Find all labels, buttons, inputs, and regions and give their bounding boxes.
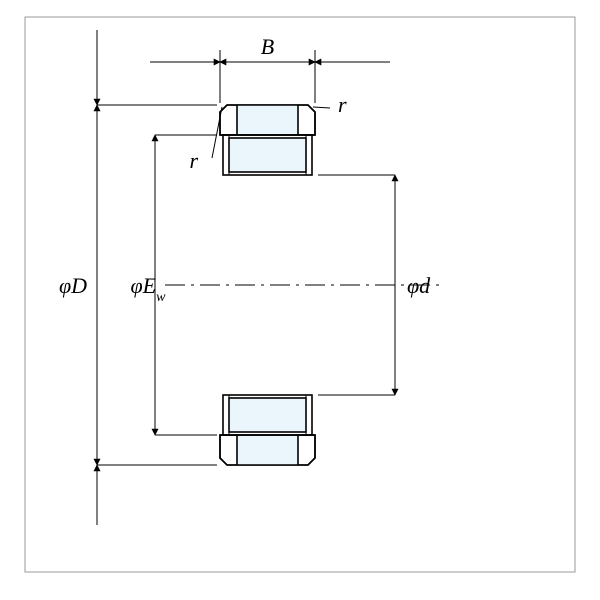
roller (229, 398, 306, 432)
dim-label-B: B (261, 34, 274, 59)
dim-label-phiEw: φEw (131, 273, 167, 305)
dim-label-r-upper: r (338, 92, 347, 117)
dim-label-phid: φd (407, 273, 431, 298)
dim-label-r-lower: r (189, 148, 198, 173)
outer-ring-fill (237, 435, 298, 465)
diagram-border (25, 17, 575, 572)
outer-ring-fill (237, 105, 298, 135)
roller (229, 138, 306, 172)
dim-label-phiD: φD (59, 273, 87, 298)
